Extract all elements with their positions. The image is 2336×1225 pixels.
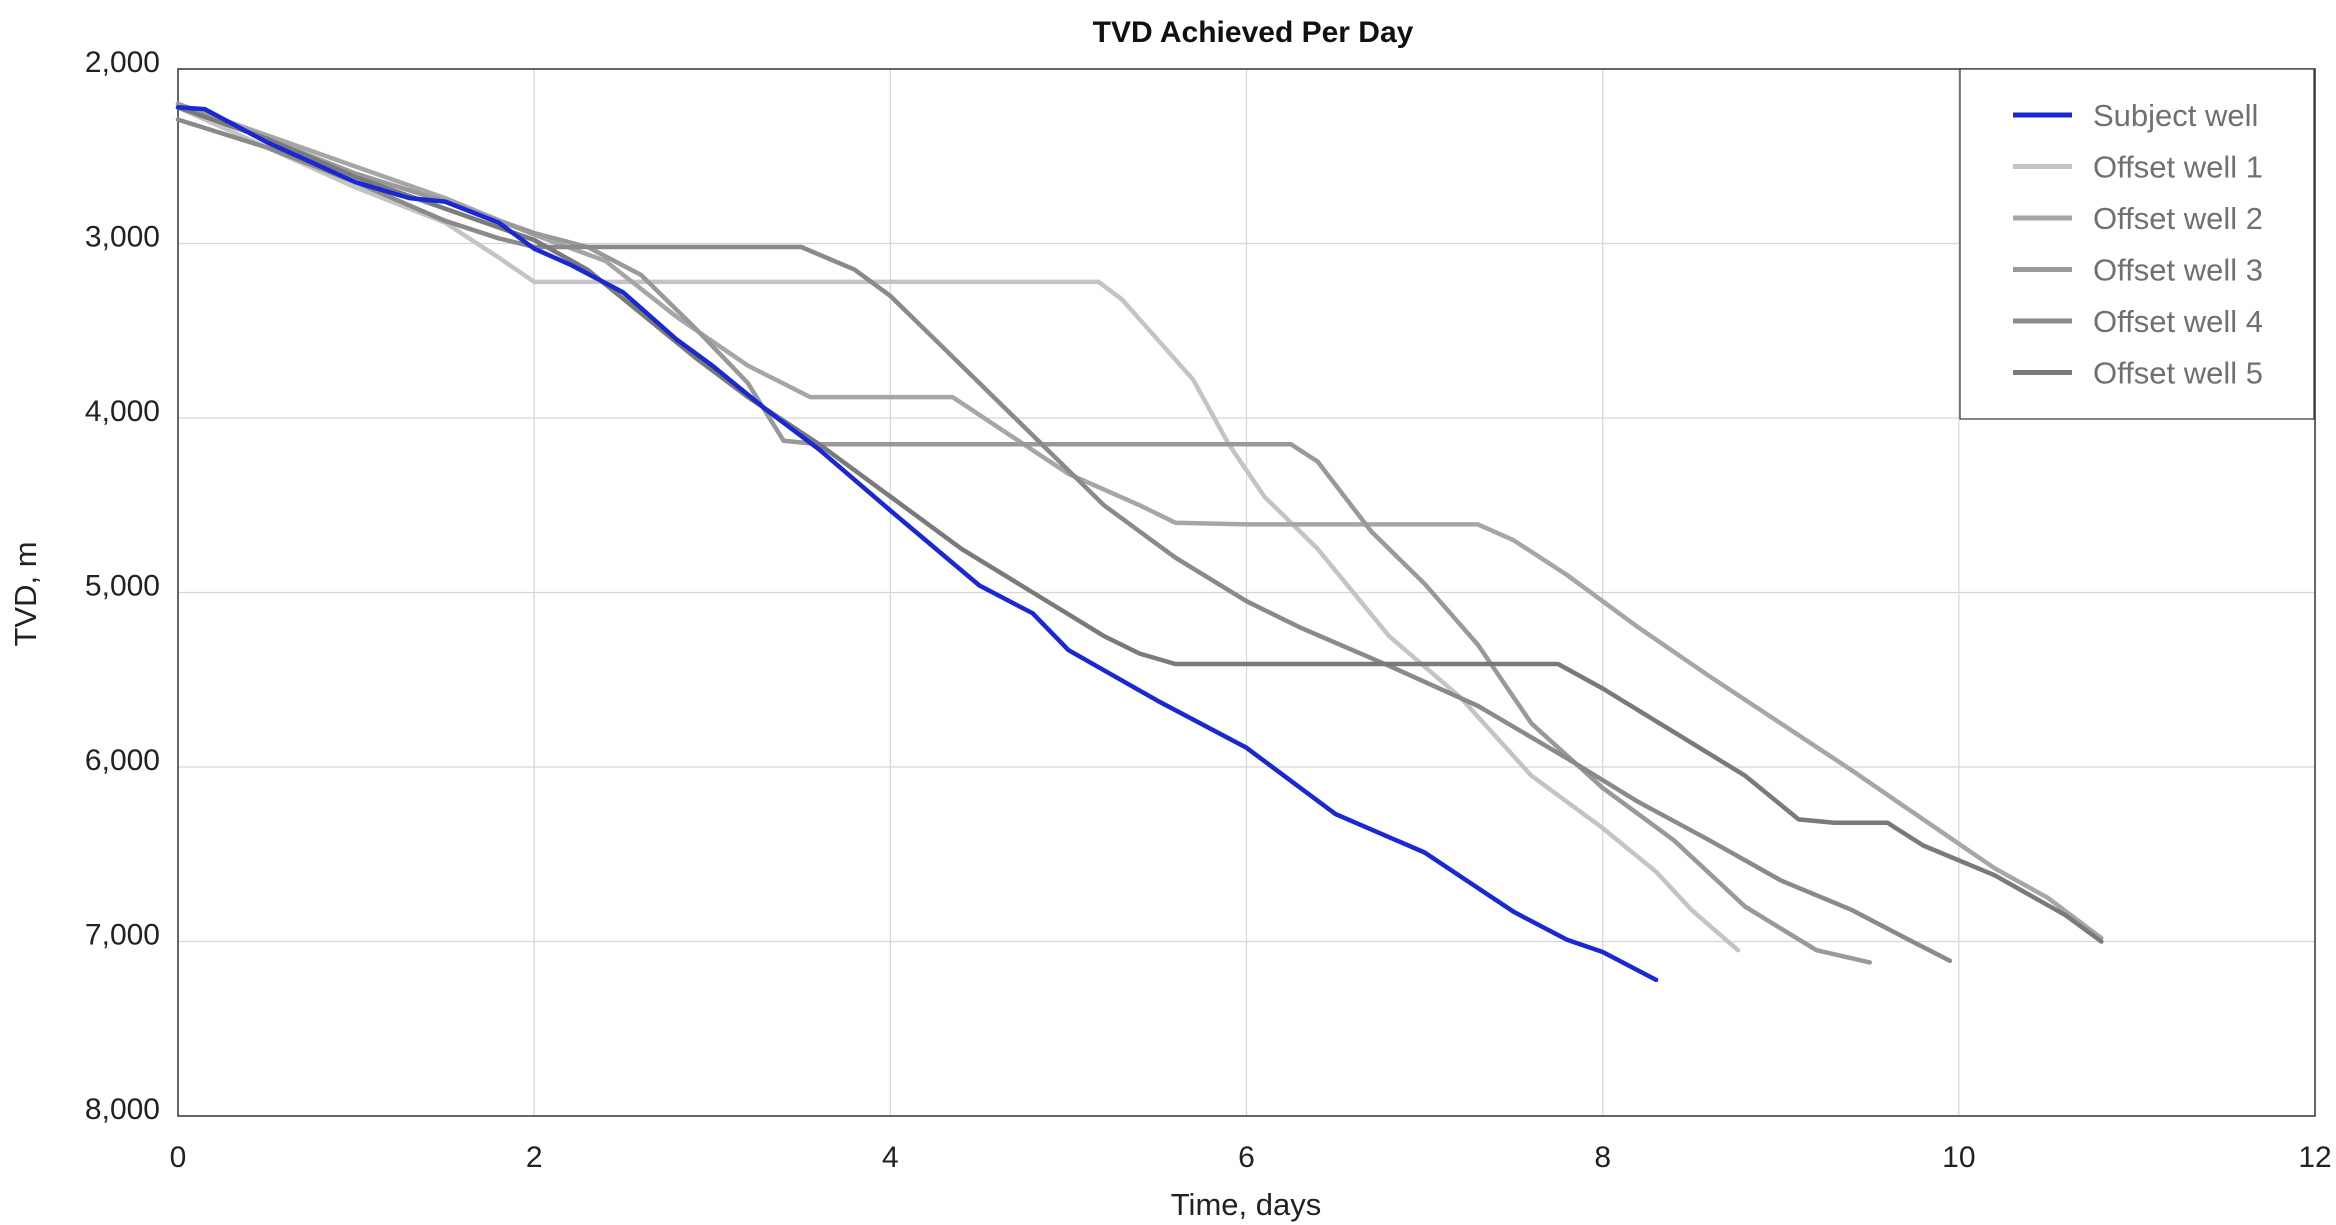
series-line-offset-well-3 xyxy=(175,101,1873,965)
legend-label-offset-well-5: Offset well 5 xyxy=(2093,356,2263,391)
y-tick-label: 3,000 xyxy=(85,221,160,254)
legend-label-offset-well-3: Offset well 3 xyxy=(2093,253,2263,288)
y-tick-label: 7,000 xyxy=(85,919,160,952)
y-tick-label: 4,000 xyxy=(85,395,160,428)
legend-box xyxy=(1959,68,2315,420)
chart-title: TVD Achieved Per Day xyxy=(1093,16,1414,49)
x-tick-labels: 0 2 4 6 8 10 12 xyxy=(170,1141,2332,1174)
series-line-subject-well xyxy=(175,105,1659,983)
y-tick-label: 8,000 xyxy=(85,1093,160,1126)
legend: Subject well Offset well 1 Offset well 2 Of… xyxy=(1959,68,2315,420)
y-tick-labels: 2,000 3,000 4,000 5,000 6,000 7,000 8,000 xyxy=(85,46,160,1126)
series-layer xyxy=(175,101,2104,983)
series-line-offset-well-4 xyxy=(175,117,1953,963)
x-tick-label: 10 xyxy=(1942,1141,1975,1174)
y-tick-label: 6,000 xyxy=(85,744,160,777)
grid-lines xyxy=(178,69,2315,1116)
series-line-offset-well-1 xyxy=(175,105,1741,953)
legend-label-offset-well-2: Offset well 2 xyxy=(2093,201,2263,236)
y-tick-label: 5,000 xyxy=(85,570,160,603)
plot-area-frame xyxy=(177,68,2316,1117)
legend-label-offset-well-4: Offset well 4 xyxy=(2093,304,2263,339)
y-tick-label: 2,000 xyxy=(85,46,160,79)
legend-label-offset-well-1: Offset well 1 xyxy=(2093,150,2263,185)
x-tick-label: 8 xyxy=(1594,1141,1611,1174)
x-tick-label: 6 xyxy=(1238,1141,1255,1174)
series-line-offset-well-5 xyxy=(175,105,2104,944)
x-tick-label: 0 xyxy=(170,1141,187,1174)
y-axis-label: TVD, m xyxy=(8,541,43,646)
x-tick-label: 2 xyxy=(526,1141,543,1174)
legend-label-subject-well: Subject well xyxy=(2093,98,2258,133)
x-tick-label: 12 xyxy=(2298,1141,2331,1174)
x-tick-label: 4 xyxy=(882,1141,899,1174)
x-axis-label: Time, days xyxy=(1171,1187,1321,1222)
